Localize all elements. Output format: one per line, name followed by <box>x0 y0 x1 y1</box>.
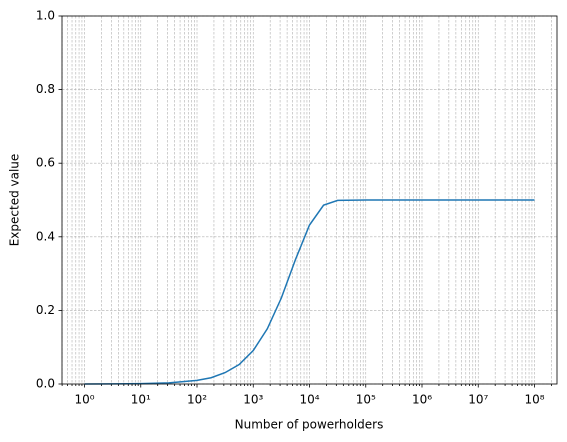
x-tick-label: 10⁶ <box>412 393 432 407</box>
x-tick-label: 10⁷ <box>468 393 488 407</box>
y-tick-label: 0.6 <box>36 156 55 170</box>
x-tick-label: 10⁵ <box>356 393 376 407</box>
y-tick-label: 0.4 <box>36 229 55 243</box>
x-tick-label: 10⁰ <box>74 393 94 407</box>
x-tick-label: 10⁸ <box>524 393 544 407</box>
x-axis-label: Number of powerholders <box>235 418 384 432</box>
x-tick-label: 10⁴ <box>299 393 319 407</box>
y-tick-label: 1.0 <box>36 9 55 23</box>
x-tick-label: 10¹ <box>131 393 151 407</box>
x-tick-label: 10² <box>187 393 207 407</box>
y-axis-label: Expected value <box>8 154 22 247</box>
data-line <box>84 199 535 385</box>
y-tick-label: 0.8 <box>36 82 55 96</box>
y-tick-label: 0.0 <box>36 377 55 391</box>
x-tick-label: 10³ <box>243 393 263 407</box>
y-tick-label: 0.2 <box>36 303 55 317</box>
plot-frame <box>61 15 558 385</box>
